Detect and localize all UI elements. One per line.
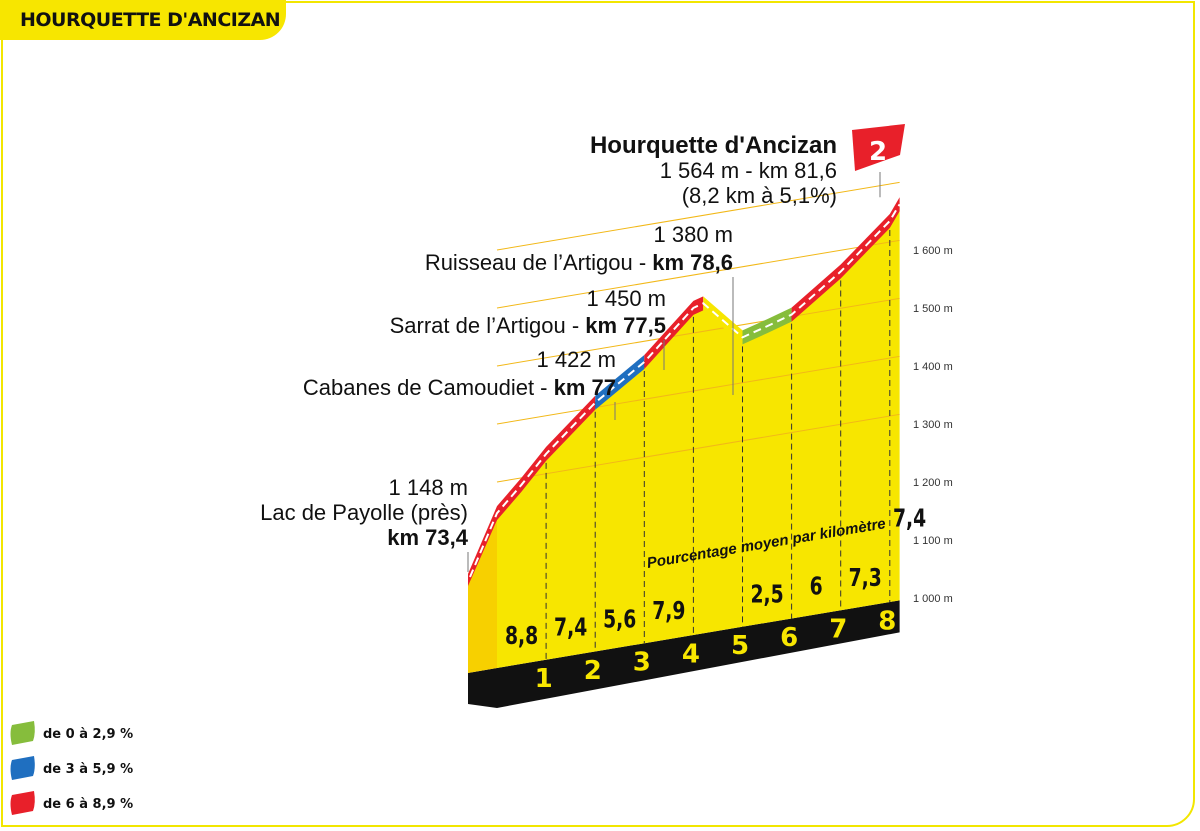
y-tick-label: 1 100 m — [913, 535, 953, 547]
summit-climb: (8,2 km à 5,1%) — [682, 183, 837, 208]
km-marker: 3 — [633, 648, 651, 678]
y-axis-ticks: 1 000 m 1 100 m 1 200 m 1 300 m 1 400 m 1 500… — [913, 245, 953, 605]
grid-lines — [496, 181, 900, 483]
grid-line — [496, 297, 900, 367]
km-marker: 4 — [682, 639, 700, 669]
legend-label: de 3 à 5,9 % — [43, 762, 133, 777]
km-marker: 2 — [584, 656, 602, 686]
grid-line — [496, 413, 900, 483]
km-marker: 6 — [780, 623, 798, 653]
gradient-value: 7,4 — [893, 504, 926, 533]
gradient-value: 7,3 — [849, 563, 882, 592]
y-tick-label: 1 000 m — [913, 593, 953, 605]
km-marker: 8 — [878, 606, 896, 636]
y-tick-label: 1 200 m — [913, 477, 953, 489]
waypoint-km: km 77,5 — [585, 313, 666, 338]
waypoint-km: km 73,4 — [387, 525, 468, 550]
km-marker: 1 — [535, 664, 553, 694]
title-tab: HOURQUETTE D'ANCIZAN — [0, 0, 286, 40]
chart-title: HOURQUETTE D'ANCIZAN — [20, 9, 281, 31]
legend: de 0 à 2,9 % de 3 à 5,9 % de 6 à 8,9 % — [10, 721, 133, 815]
gradient-value: 7,9 — [652, 596, 685, 625]
grid-line — [496, 239, 900, 309]
km-marker: 7 — [829, 615, 847, 645]
category-flag — [852, 124, 905, 171]
waypoint-name: Sarrat de l’Artigou - — [390, 313, 586, 338]
waypoint-km: km 78,6 — [652, 250, 733, 275]
waypoint-km: km 77 — [554, 375, 616, 400]
gradient-value: 6 — [810, 572, 823, 601]
km-markers: 1 2 3 4 5 6 7 8 — [535, 606, 897, 694]
road-line — [469, 203, 901, 578]
waypoint-altitude: 1 148 m — [389, 475, 469, 500]
y-tick-label: 1 400 m — [913, 361, 953, 373]
gradient-value: 5,6 — [603, 605, 636, 634]
profile-area — [497, 203, 900, 669]
summit-detail: 1 564 m - km 81,6 — [660, 158, 837, 183]
y-tick-label: 1 600 m — [913, 245, 953, 257]
gradient-value: 7,4 — [554, 613, 587, 642]
y-tick-label: 1 500 m — [913, 303, 953, 315]
waypoint-label: Cabanes de Camoudiet - km 77 — [303, 375, 616, 400]
gradient-value: 8,8 — [505, 621, 538, 650]
legend-label: de 6 à 8,9 % — [43, 797, 133, 812]
km-marker: 5 — [731, 631, 749, 661]
waypoint-altitude: 1 380 m — [654, 222, 734, 247]
km-separators — [545, 219, 891, 660]
waypoint-altitude: 1 450 m — [587, 286, 667, 311]
legend-swatch — [10, 791, 35, 815]
grid-line — [496, 355, 900, 425]
ribbon-segment — [497, 395, 596, 521]
legend-label: de 0 à 2,9 % — [43, 727, 133, 742]
legend-swatch — [10, 756, 35, 780]
summit-name: Hourquette d'Ancizan — [590, 132, 837, 159]
category-number: 2 — [869, 137, 887, 167]
profile-base — [468, 600, 900, 708]
waypoint-name: Cabanes de Camoudiet - — [303, 375, 554, 400]
waypoint-name: Lac de Payolle (près) — [260, 500, 468, 525]
y-tick-label: 1 300 m — [913, 419, 953, 431]
gradient-labels: 8,8 7,4 5,6 7,9 2,5 6 7,3 7,4 — [505, 504, 926, 651]
waypoint-name: Ruisseau de l’Artigou - — [425, 250, 652, 275]
waypoint-label: Ruisseau de l’Artigou - km 78,6 — [425, 250, 733, 275]
waypoint-altitude: 1 422 m — [537, 347, 617, 372]
gradient-value: 2,5 — [750, 580, 783, 609]
waypoint-label: Sarrat de l’Artigou - km 77,5 — [390, 313, 666, 338]
grid-line — [496, 181, 900, 251]
legend-swatch — [10, 721, 35, 745]
profile-front-face — [468, 512, 497, 673]
